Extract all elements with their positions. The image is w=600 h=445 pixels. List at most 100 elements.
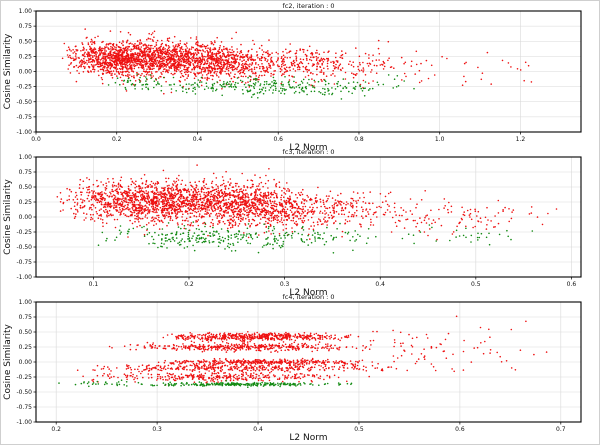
red-point xyxy=(140,50,143,52)
red-point xyxy=(88,58,91,61)
red-point xyxy=(168,49,171,51)
red-point xyxy=(383,65,386,68)
red-point xyxy=(211,69,214,72)
red-point xyxy=(159,61,162,63)
red-point xyxy=(141,187,144,189)
red-point xyxy=(245,60,247,63)
red-point xyxy=(356,73,358,75)
red-point xyxy=(322,61,325,63)
red-point xyxy=(229,184,231,186)
red-point xyxy=(198,49,201,52)
red-point xyxy=(104,189,107,191)
green-point xyxy=(306,82,309,84)
red-point xyxy=(257,76,260,78)
red-point xyxy=(136,72,138,74)
red-point xyxy=(235,31,237,34)
red-point xyxy=(233,191,236,193)
red-point xyxy=(193,53,196,56)
red-point xyxy=(133,76,135,79)
red-point xyxy=(118,41,121,44)
red-point xyxy=(129,54,132,57)
red-point xyxy=(123,200,126,202)
red-point xyxy=(306,71,309,73)
red-point xyxy=(235,195,237,197)
red-point xyxy=(119,31,122,33)
green-point xyxy=(229,80,231,83)
red-point xyxy=(231,64,234,67)
red-point xyxy=(186,57,188,59)
red-point xyxy=(108,56,110,59)
red-point xyxy=(176,48,178,50)
red-point xyxy=(203,197,206,199)
red-point xyxy=(226,51,229,53)
red-point xyxy=(97,35,99,38)
red-point xyxy=(200,59,203,61)
red-point xyxy=(194,73,196,75)
green-point xyxy=(305,85,307,88)
red-point xyxy=(165,80,167,83)
red-point xyxy=(200,216,203,219)
red-point xyxy=(244,197,246,199)
red-point xyxy=(118,73,121,75)
red-point xyxy=(139,224,141,227)
red-point xyxy=(173,69,176,72)
red-point xyxy=(127,73,129,76)
red-point xyxy=(139,58,141,60)
green-point xyxy=(282,83,284,86)
red-point xyxy=(490,83,493,85)
red-point xyxy=(97,65,99,68)
red-point xyxy=(212,43,215,46)
red-point xyxy=(174,61,176,64)
red-point xyxy=(267,50,269,52)
red-point xyxy=(197,224,200,227)
green-point xyxy=(308,78,310,81)
red-point xyxy=(143,233,146,236)
red-point xyxy=(164,198,167,201)
red-point xyxy=(75,80,78,83)
red-point xyxy=(255,192,257,194)
red-point xyxy=(277,219,280,221)
red-point xyxy=(320,57,323,60)
red-point xyxy=(134,217,136,220)
green-point xyxy=(274,80,277,82)
red-point xyxy=(82,199,84,201)
red-point xyxy=(202,188,205,191)
red-point xyxy=(136,53,138,56)
red-point xyxy=(200,72,202,74)
red-point xyxy=(305,200,308,202)
red-point xyxy=(144,58,147,60)
green-point xyxy=(301,86,304,89)
red-point xyxy=(104,211,106,213)
red-point xyxy=(277,53,279,55)
red-point xyxy=(200,62,203,65)
red-point xyxy=(263,57,266,59)
red-point xyxy=(120,205,123,207)
green-point xyxy=(241,89,244,91)
red-point xyxy=(127,68,130,70)
red-point xyxy=(286,52,288,54)
red-point xyxy=(195,47,198,50)
red-point xyxy=(143,47,145,50)
red-point xyxy=(317,56,319,59)
red-point xyxy=(197,188,199,191)
red-point xyxy=(179,70,182,73)
red-point xyxy=(74,58,77,61)
red-point xyxy=(170,199,172,202)
red-point xyxy=(123,52,125,54)
red-point xyxy=(231,226,234,228)
red-point xyxy=(314,81,316,83)
red-point xyxy=(250,64,253,66)
red-point xyxy=(414,73,417,75)
red-point xyxy=(284,56,286,58)
red-point xyxy=(268,213,270,215)
red-point xyxy=(344,78,347,80)
red-point xyxy=(179,208,182,211)
red-point xyxy=(256,54,258,57)
red-point xyxy=(259,222,261,224)
red-point xyxy=(153,62,156,65)
red-point xyxy=(132,70,134,72)
red-point xyxy=(302,48,304,51)
red-point xyxy=(218,194,220,197)
red-point xyxy=(127,206,129,209)
red-point xyxy=(147,46,149,49)
